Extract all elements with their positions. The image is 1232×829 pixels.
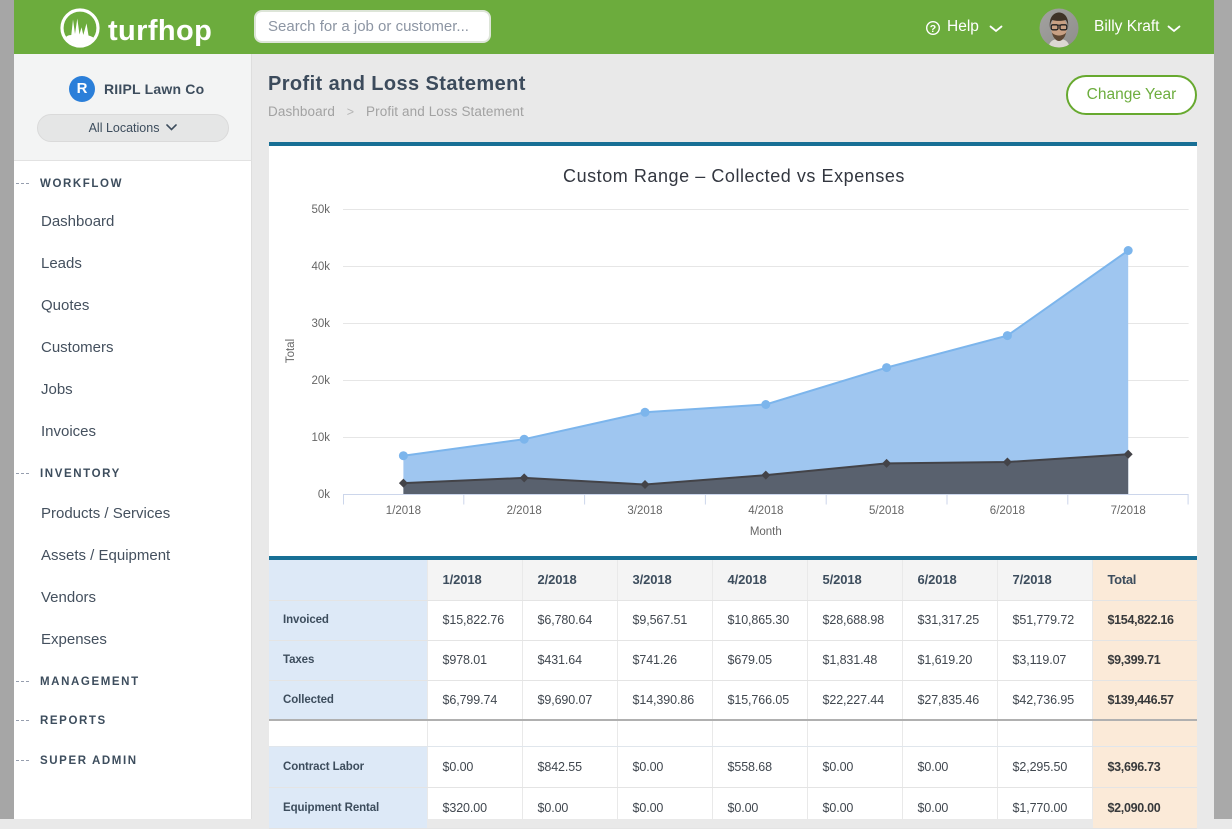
svg-text:?: ? <box>930 23 936 35</box>
svg-text:3/2018: 3/2018 <box>627 505 662 517</box>
svg-text:0k: 0k <box>318 489 330 501</box>
svg-text:Custom Range – Collected vs Ex: Custom Range – Collected vs Expenses <box>563 166 905 186</box>
svg-text:Month: Month <box>750 526 782 538</box>
svg-text:Total: Total <box>285 339 297 363</box>
svg-text:2/2018: 2/2018 <box>507 505 542 517</box>
svg-text:4/2018: 4/2018 <box>748 505 783 517</box>
svg-text:10k: 10k <box>311 432 330 444</box>
svg-text:40k: 40k <box>311 261 330 273</box>
svg-text:7/2018: 7/2018 <box>1111 505 1146 517</box>
svg-text:50k: 50k <box>311 204 330 216</box>
svg-text:5/2018: 5/2018 <box>869 505 904 517</box>
svg-text:6/2018: 6/2018 <box>990 505 1025 517</box>
svg-text:30k: 30k <box>311 318 330 330</box>
svg-text:20k: 20k <box>311 375 330 387</box>
svg-text:1/2018: 1/2018 <box>386 505 421 517</box>
